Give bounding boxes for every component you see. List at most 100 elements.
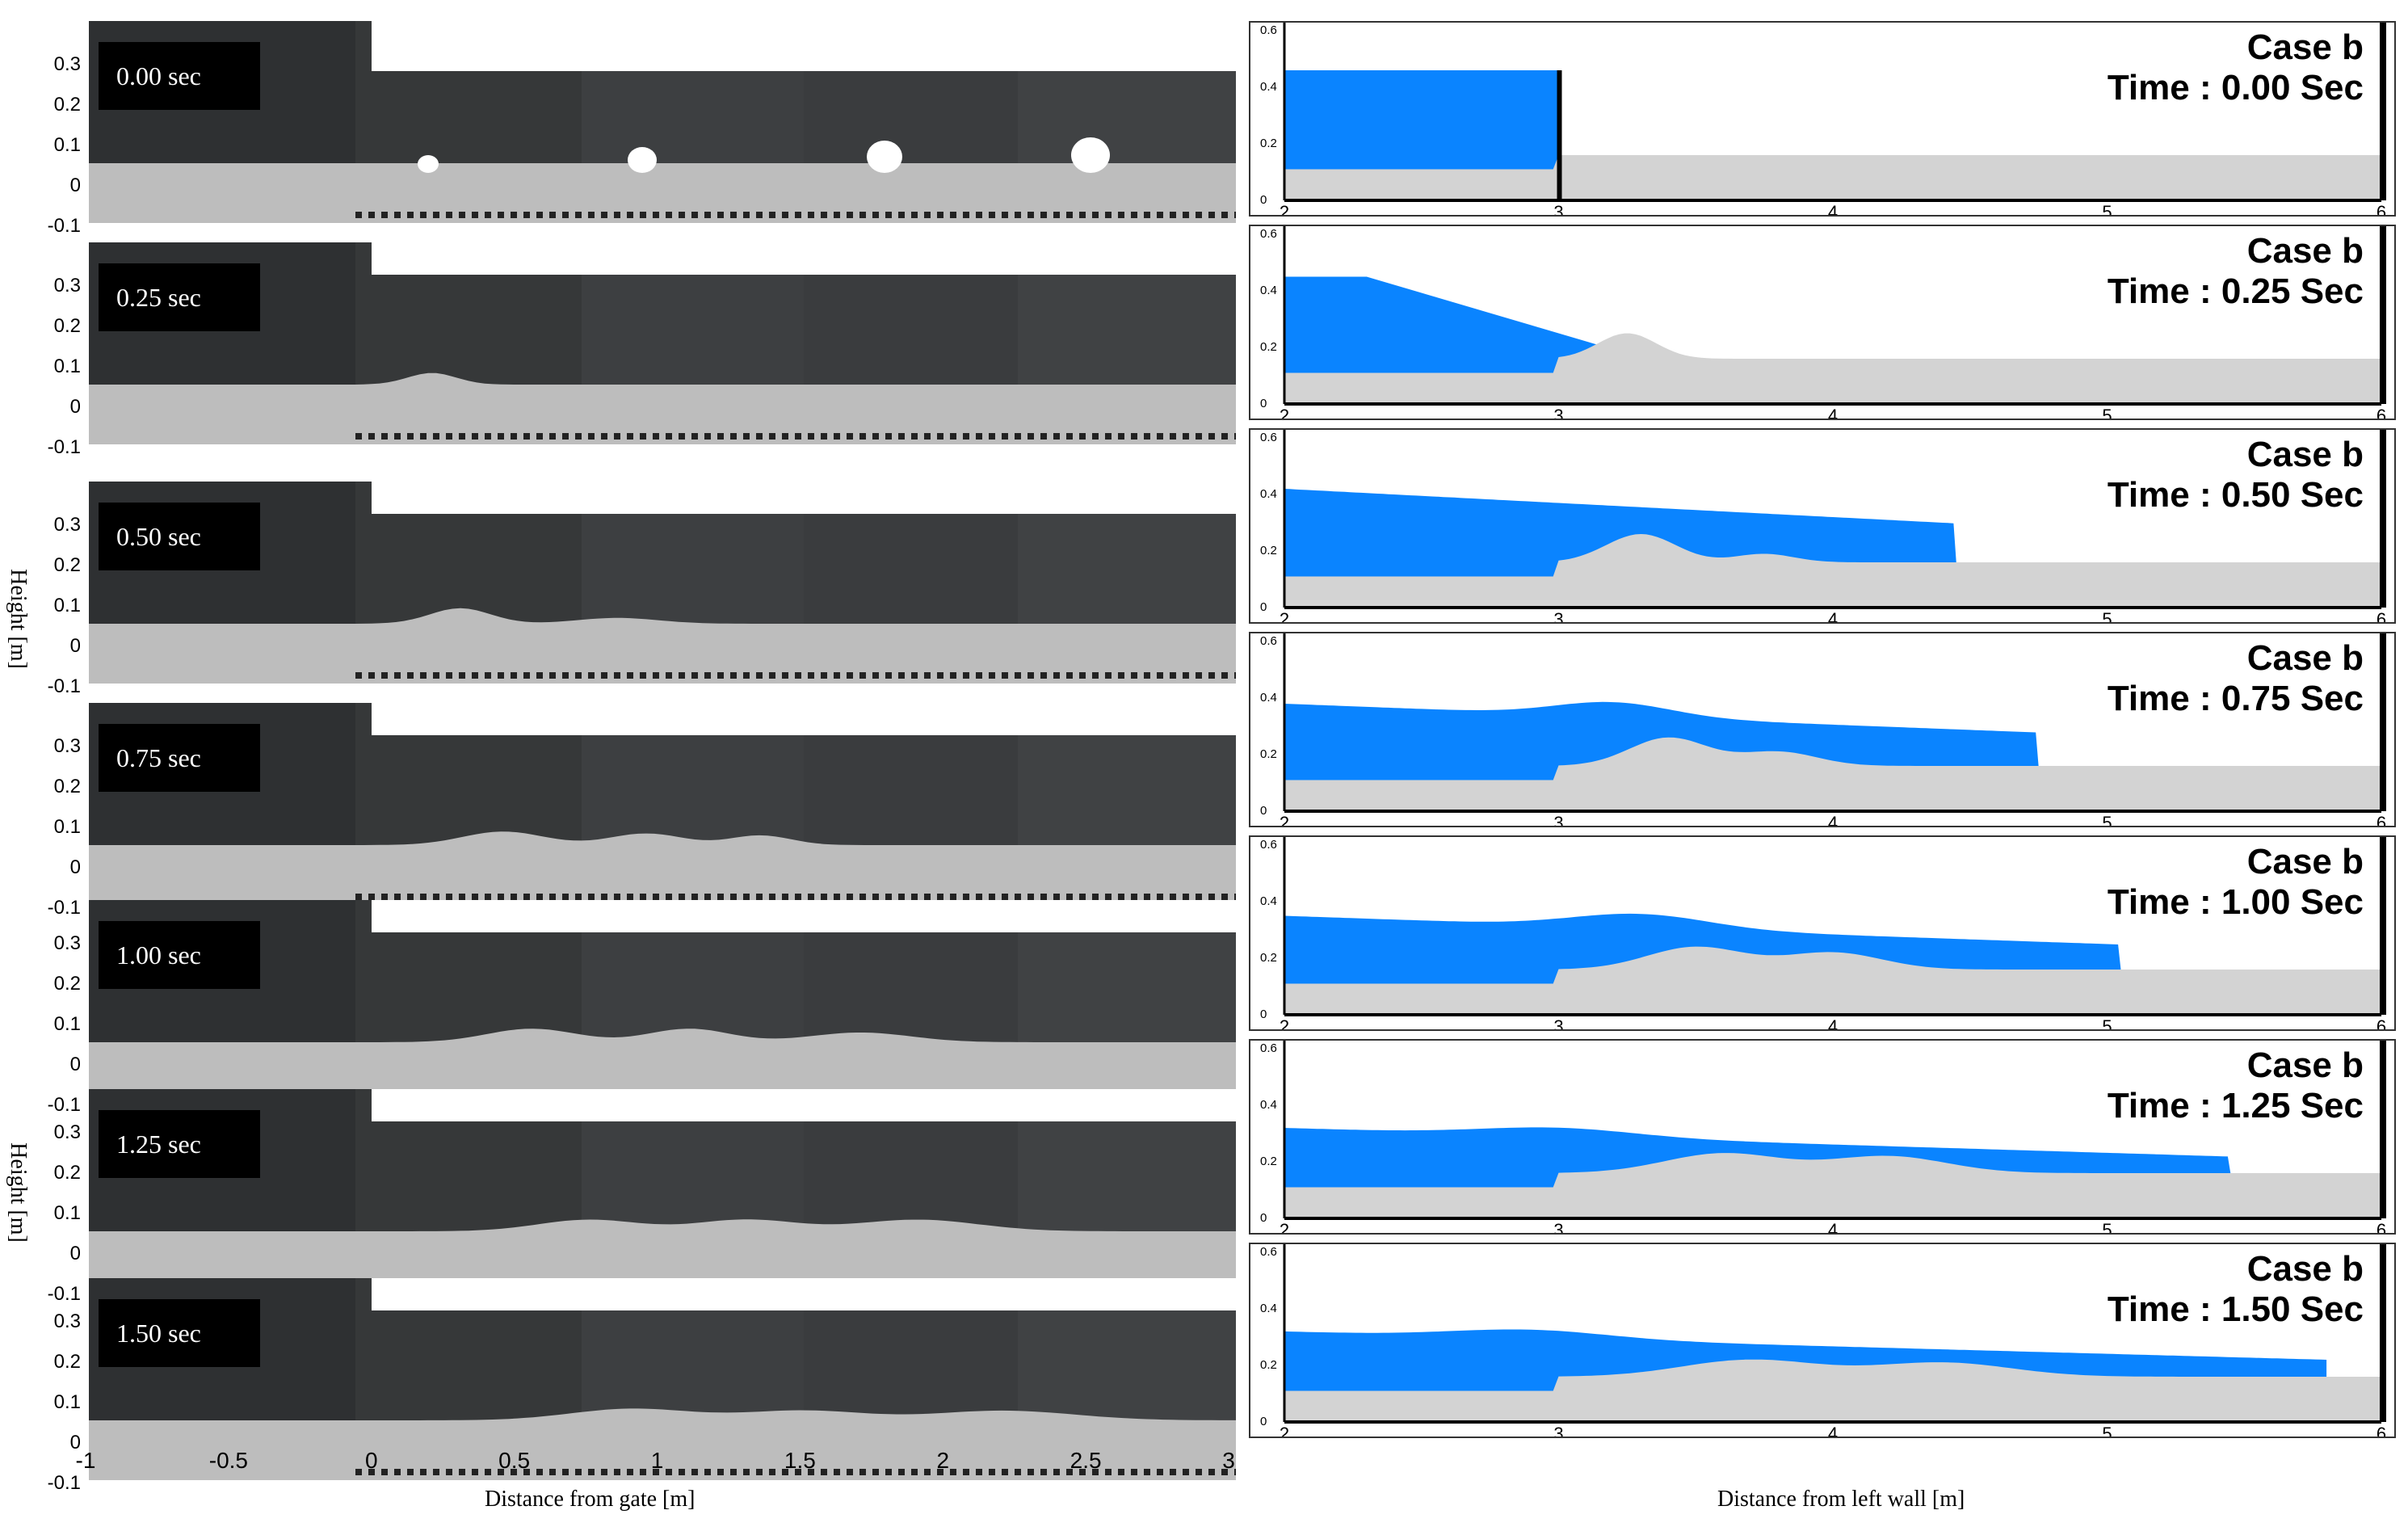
simulation-x-tick: 6: [2376, 406, 2387, 420]
simulation-y-tick: 0.4: [1260, 284, 1277, 297]
experiment-photo-panel: 1.25 sec: [89, 1089, 1236, 1291]
experiment-y-tick: 0: [69, 856, 81, 878]
experiment-y-tick: -0.1: [47, 215, 81, 237]
x-axis-label-simulation: Distance from left wall [m]: [1717, 1487, 1965, 1512]
simulation-time-label: Time : 1.50 Sec: [2107, 1289, 2364, 1329]
simulation-y-tick: 0: [1260, 804, 1267, 818]
simulation-y-tick: 0.2: [1260, 137, 1277, 150]
simulation-y-tick: 0: [1260, 193, 1267, 207]
simulation-x-tick: 4: [1827, 1220, 1839, 1235]
simulation-x-tick: 6: [2376, 202, 2387, 217]
experiment-y-tick: 0.1: [53, 134, 81, 156]
simulation-y-tick: 0.2: [1260, 1155, 1277, 1168]
simulation-panel: Case b Time : 1.25 Sec 0.6 0.4 0.2 0 2 3 4 5 6: [1249, 1039, 2396, 1235]
experiment-x-tick: 0.5: [498, 1448, 531, 1473]
simulation-x-tick: 5: [2102, 1016, 2112, 1031]
experiment-y-tick: 0.1: [53, 1391, 81, 1413]
experiment-photo: [89, 242, 1236, 444]
experiment-y-tick: 0: [69, 175, 81, 196]
simulation-panel: Case b Time : 0.50 Sec 0.6 0.4 0.2 0 2 3 4 5 6: [1249, 428, 2396, 624]
experiment-x-tick: 2.5: [1070, 1448, 1102, 1473]
simulation-x-tick: 6: [2376, 1016, 2387, 1031]
experiment-time-label: 0.75 sec: [99, 724, 260, 792]
experiment-y-tick: 0.3: [53, 53, 81, 75]
simulation-time-label: Time : 0.25 Sec: [2107, 271, 2364, 311]
simulation-y-tick: 0.4: [1260, 1098, 1277, 1112]
y-axis-label-lower: Height [m]: [5, 1142, 31, 1243]
simulation-x-tick: 3: [1553, 406, 1564, 420]
simulation-x-tick: 3: [1553, 813, 1564, 827]
frame-margin: [372, 1278, 1236, 1310]
y-axis-label-upper: Height [m]: [5, 569, 31, 669]
experiment-y-tick: -0.1: [47, 1283, 81, 1305]
experiment-y-tick: -0.1: [47, 897, 81, 919]
simulation-x-tick: 4: [1827, 1424, 1839, 1438]
frame-margin: [372, 703, 1236, 735]
experiment-y-tick: 0.3: [53, 514, 81, 536]
simulation-x-tick: 5: [2102, 813, 2112, 827]
simulation-case-label: Case b: [2246, 638, 2364, 678]
simulation-time-label: Time : 1.25 Sec: [2107, 1086, 2364, 1125]
right-wall: [2380, 633, 2386, 811]
simulation-plot: [1283, 23, 2386, 202]
simulation-x-tick: 2: [1279, 202, 1290, 217]
simulation-time-label: Time : 0.00 Sec: [2107, 68, 2364, 107]
frame-margin: [372, 900, 1236, 932]
simulation-plot: [1283, 837, 2386, 1016]
experiment-y-tick: 0: [69, 1243, 81, 1264]
simulation-x-tick: 2: [1279, 1424, 1290, 1438]
experiment-y-tick: 0.3: [53, 275, 81, 297]
simulation-x-tick: 4: [1827, 406, 1839, 420]
experiment-x-tick: 2: [936, 1448, 950, 1473]
simulation-x-tick: 4: [1827, 202, 1839, 217]
experiment-y-tick: 0: [69, 1432, 81, 1453]
simulation-x-tick: 5: [2102, 202, 2112, 217]
simulation-y-tick: 0.6: [1260, 431, 1277, 444]
frame-margin: [372, 482, 1236, 514]
simulation-case-label: Case b: [2246, 1249, 2364, 1289]
right-wall: [2380, 1041, 2386, 1218]
simulation-y-tick: 0.2: [1260, 951, 1277, 965]
sediment-bed: [89, 608, 1236, 684]
simulation-x-tick: 5: [2102, 1424, 2112, 1438]
experiment-y-tick: 0.3: [53, 1310, 81, 1332]
experiment-photo: [89, 21, 1236, 223]
simulation-x-tick: 2: [1279, 813, 1290, 827]
simulation-case-label: Case b: [2246, 842, 2364, 881]
simulation-x-tick: 2: [1279, 406, 1290, 420]
simulation-y-tick: 0.6: [1260, 1245, 1277, 1259]
simulation-y-tick: 0.2: [1260, 340, 1277, 354]
experiment-y-tick: 0.2: [53, 94, 81, 116]
simulation-y-tick: 0.4: [1260, 1302, 1277, 1315]
experiment-y-tick: 0.2: [53, 973, 81, 995]
simulation-time-label: Time : 0.50 Sec: [2107, 475, 2364, 515]
experiment-y-tick: -0.1: [47, 675, 81, 697]
experiment-y-tick: -0.1: [47, 1094, 81, 1116]
simulation-y-tick: 0.2: [1260, 1358, 1277, 1372]
simulation-x-tick: 3: [1553, 609, 1564, 624]
simulation-plot: [1283, 1041, 2386, 1220]
experiment-photo: [89, 1278, 1236, 1480]
simulation-y-tick: 0: [1260, 600, 1267, 614]
sediment-bed: [89, 1029, 1236, 1102]
simulation-x-tick: 6: [2376, 813, 2387, 827]
experiment-x-tick: -0.5: [208, 1448, 248, 1473]
experiment-photo: [89, 482, 1236, 684]
right-wall: [2380, 837, 2386, 1015]
experiment-y-tick: -0.1: [47, 436, 81, 458]
simulation-x-tick: 2: [1279, 1016, 1290, 1031]
experiment-y-tick: 0: [69, 635, 81, 657]
simulation-panel: Case b Time : 1.00 Sec 0.6 0.4 0.2 0 2 3 4 5 6: [1249, 835, 2396, 1031]
right-wall: [2380, 1244, 2386, 1422]
sediment-layer: [1284, 946, 2381, 1015]
experiment-time-label: 0.00 sec: [99, 42, 260, 110]
light-glare: [628, 147, 657, 173]
experiment-photo: [89, 703, 1236, 905]
experiment-photo-panel: 0.50 sec: [89, 482, 1236, 684]
simulation-y-tick: 0.2: [1260, 544, 1277, 557]
experiment-photo-panel: 1.50 sec: [89, 1278, 1236, 1480]
simulation-x-tick: 3: [1553, 1016, 1564, 1031]
simulation-time-label: Time : 1.00 Sec: [2107, 882, 2364, 922]
simulation-case-label: Case b: [2246, 27, 2364, 67]
experiment-y-tick: 0.2: [53, 1162, 81, 1184]
